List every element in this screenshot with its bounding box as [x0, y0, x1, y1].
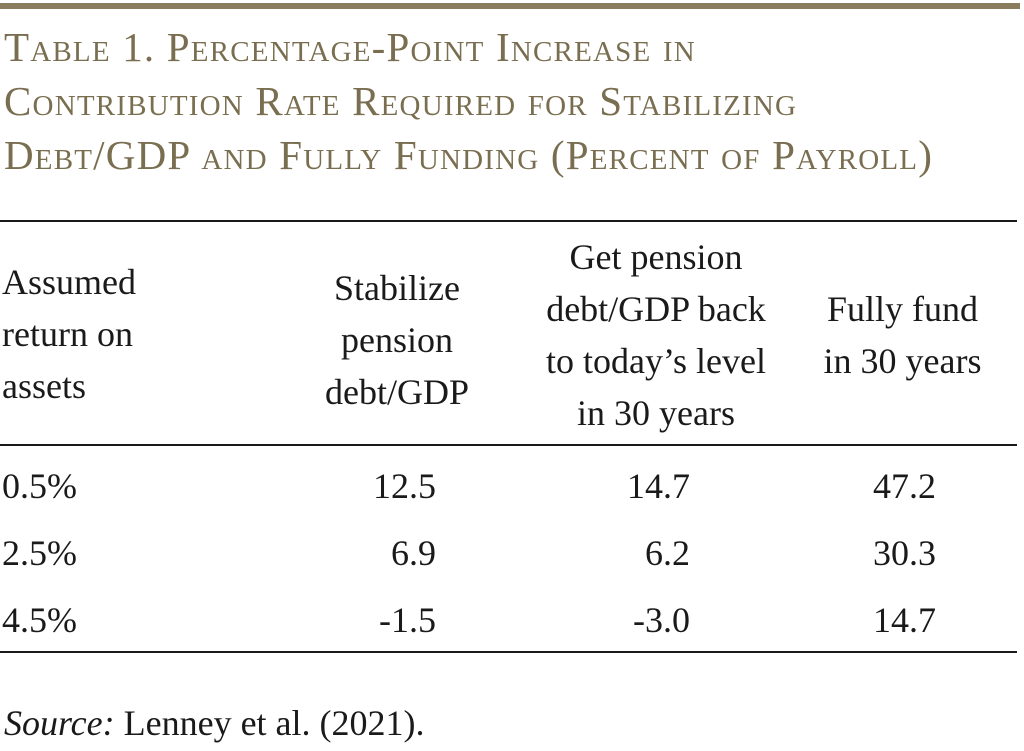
stabilize-cell: -1.5 — [379, 600, 436, 640]
stabilize-cell: 12.5 — [373, 466, 436, 506]
fully-fund-cell: 14.7 — [873, 600, 936, 640]
source-label: Source: — [4, 703, 115, 743]
rate-cell: 2.5% — [2, 533, 77, 573]
table-row: 0.5% 12.5 14.7 47.2 — [0, 460, 1020, 512]
back-to-today-cell: 6.2 — [645, 533, 690, 573]
fully-fund-cell: 47.2 — [873, 466, 936, 506]
header-stabilize: Stabilize pension debt/GDP — [325, 268, 469, 412]
header-top-rule — [0, 220, 1017, 222]
top-accent-rule — [0, 3, 1020, 9]
source-text: Lenney et al. (2021). — [114, 703, 425, 743]
stabilize-cell: 6.9 — [391, 533, 436, 573]
header-back-to-today: Get pension debt/GDP back to today’s lev… — [546, 237, 766, 433]
table-title: Table 1. Percentage-Point Increase in Co… — [4, 20, 1020, 182]
rate-cell: 4.5% — [2, 600, 77, 640]
source-note: Source: Lenney et al. (2021). — [4, 698, 425, 748]
rate-cell: 0.5% — [2, 466, 77, 506]
back-to-today-cell: -3.0 — [633, 600, 690, 640]
table-row: 2.5% 6.9 6.2 30.3 — [0, 527, 1020, 579]
header-bottom-rule — [0, 444, 1017, 446]
back-to-today-cell: 14.7 — [627, 466, 690, 506]
header-fully-fund: Fully fund in 30 years — [823, 289, 982, 381]
fully-fund-cell: 30.3 — [873, 533, 936, 573]
table-row: 4.5% -1.5 -3.0 14.7 — [0, 594, 1020, 646]
title-line: Contribution Rate Required for Stabilizi… — [4, 78, 798, 124]
table-bottom-rule — [0, 651, 1017, 653]
header-assumed-return: Assumed return on assets — [2, 262, 136, 406]
title-line: Table 1. Percentage-Point Increase in — [4, 24, 696, 70]
title-line: Debt/GDP and Fully Funding (Percent of P… — [4, 132, 934, 178]
